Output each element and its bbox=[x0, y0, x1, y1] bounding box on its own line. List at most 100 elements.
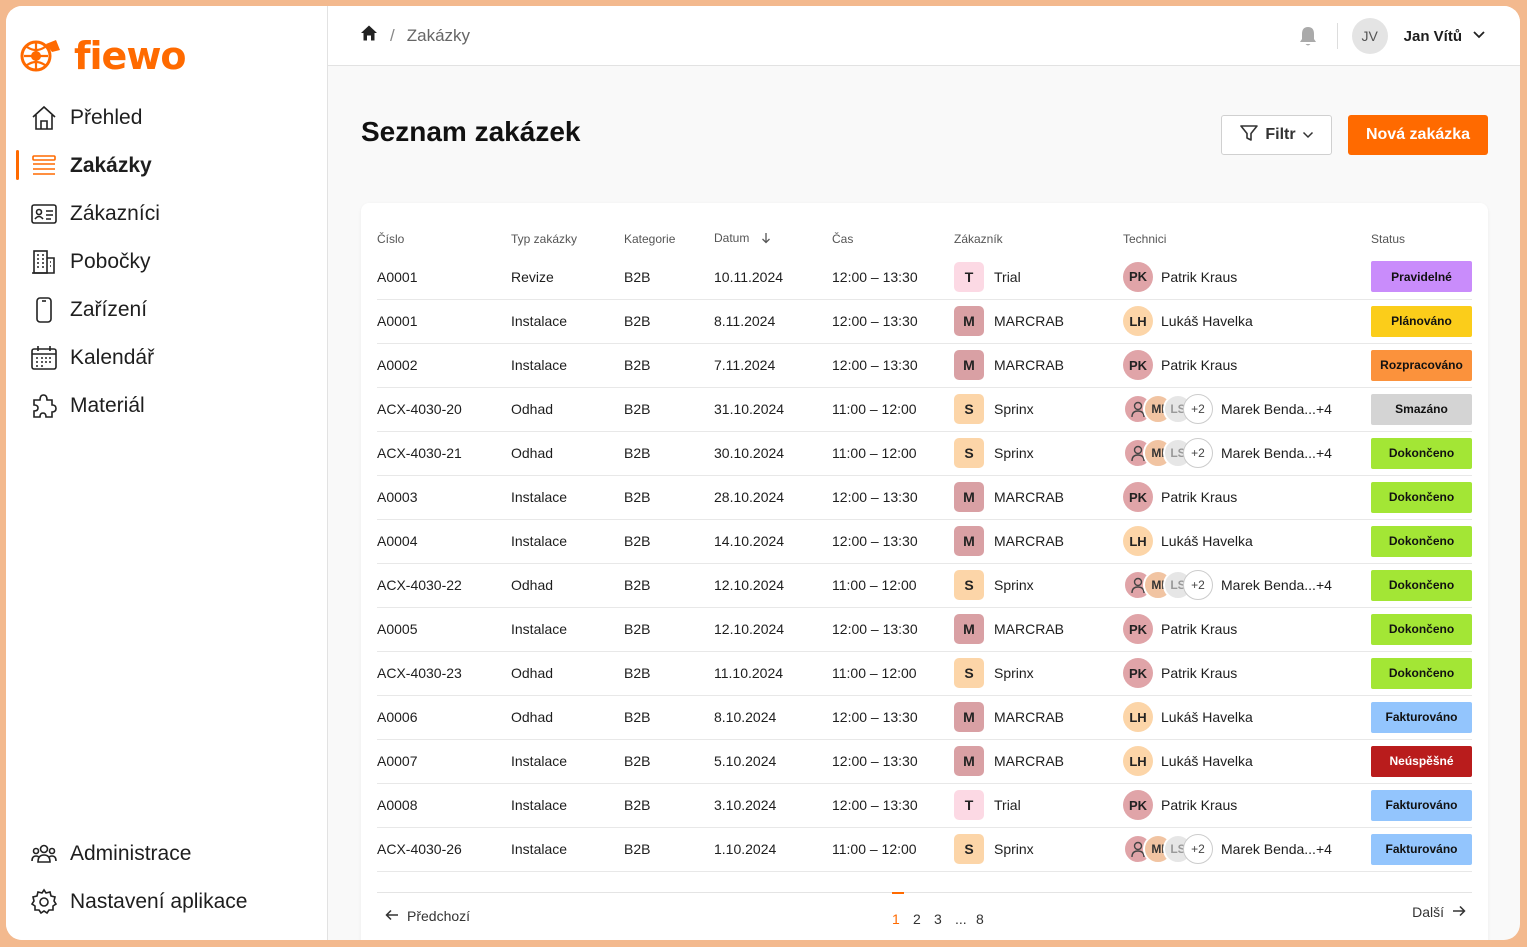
status-badge[interactable]: Rozpracováno bbox=[1371, 349, 1472, 381]
technicians-cell[interactable]: PK Patrik Kraus bbox=[1123, 350, 1371, 380]
table-row[interactable]: ACX-4030-21 Odhad B2B 30.10.2024 11:00 – 12:… bbox=[377, 431, 1472, 476]
table-row[interactable]: A0005 Instalace B2B 12.10.2024 12:00 – 13:30… bbox=[377, 607, 1472, 652]
nav-item-pobocky[interactable]: Pobočky bbox=[16, 238, 316, 286]
col-header-cas[interactable]: Čas bbox=[832, 232, 854, 246]
cell-cislo[interactable]: ACX-4030-20 bbox=[377, 387, 511, 432]
breadcrumb-current[interactable]: Zakázky bbox=[406, 25, 471, 45]
status-badge[interactable]: Dokončeno bbox=[1371, 657, 1472, 689]
technicians-cell[interactable]: MI LS +2 Marek Benda...+4 bbox=[1123, 834, 1371, 864]
nav-item-prehled[interactable]: Přehled bbox=[16, 94, 316, 142]
customer-cell[interactable]: M MARCRAB bbox=[954, 306, 1123, 336]
technicians-cell[interactable]: LH Lukáš Havelka bbox=[1123, 702, 1371, 732]
chevron-down-icon[interactable] bbox=[1472, 27, 1486, 45]
technicians-cell[interactable]: PK Patrik Kraus bbox=[1123, 658, 1371, 688]
customer-cell[interactable]: S Sprinx bbox=[954, 394, 1123, 424]
nav-item-administrace[interactable]: Administrace bbox=[16, 830, 316, 878]
cell-cislo[interactable]: A0003 bbox=[377, 475, 511, 520]
table-row[interactable]: ACX-4030-23 Odhad B2B 11.10.2024 11:00 – 12:… bbox=[377, 651, 1472, 696]
technicians-cell[interactable]: MI LS +2 Marek Benda...+4 bbox=[1123, 570, 1371, 600]
table-row[interactable]: A0001 Revize B2B 10.11.2024 12:00 – 13:30 T Tr… bbox=[377, 255, 1472, 300]
page-link[interactable]: 3 bbox=[934, 911, 942, 927]
user-name[interactable]: Jan Vítů bbox=[1403, 27, 1462, 45]
cell-cislo[interactable]: ACX-4030-26 bbox=[377, 827, 511, 872]
new-order-button[interactable]: Nová zakázka bbox=[1348, 115, 1488, 155]
filter-button[interactable]: Filtr bbox=[1221, 115, 1332, 155]
technicians-cell[interactable]: LH Lukáš Havelka bbox=[1123, 746, 1371, 776]
nav-item-zarizeni[interactable]: Zařízení bbox=[16, 286, 316, 334]
nav-item-zakazky[interactable]: Zakázky bbox=[16, 142, 316, 190]
arrow-down-sort-icon[interactable] bbox=[761, 232, 771, 247]
status-badge[interactable]: Fakturováno bbox=[1371, 701, 1472, 733]
col-header-status[interactable]: Status bbox=[1371, 232, 1406, 246]
logo[interactable]: fiewo bbox=[16, 34, 187, 78]
status-badge[interactable]: Fakturováno bbox=[1371, 833, 1472, 865]
col-header-technici[interactable]: Technici bbox=[1123, 232, 1167, 246]
cell-cislo[interactable]: A0002 bbox=[377, 343, 511, 388]
technicians-cell[interactable]: PK Patrik Kraus bbox=[1123, 614, 1371, 644]
customer-cell[interactable]: M MARCRAB bbox=[954, 482, 1123, 512]
table-row[interactable]: A0006 Odhad B2B 8.10.2024 12:00 – 13:30 M MARC… bbox=[377, 695, 1472, 740]
table-row[interactable]: ACX-4030-20 Odhad B2B 31.10.2024 11:00 – 12:… bbox=[377, 387, 1472, 432]
cell-cislo[interactable]: ACX-4030-21 bbox=[377, 431, 511, 476]
status-badge[interactable]: Dokončeno bbox=[1371, 613, 1472, 645]
cell-cislo[interactable]: ACX-4030-22 bbox=[377, 563, 511, 608]
technicians-cell[interactable]: MI LS +2 Marek Benda...+4 bbox=[1123, 394, 1371, 424]
bell-icon[interactable] bbox=[1293, 21, 1323, 51]
page-link[interactable]: 1 bbox=[892, 911, 900, 927]
cell-cislo[interactable]: A0001 bbox=[377, 255, 511, 300]
customer-cell[interactable]: T Trial bbox=[954, 261, 1123, 292]
status-badge[interactable]: Dokončeno bbox=[1371, 569, 1472, 601]
col-header-kategorie[interactable]: Kategorie bbox=[624, 232, 676, 246]
customer-cell[interactable]: M MARCRAB bbox=[954, 526, 1123, 556]
table-row[interactable]: ACX-4030-22 Odhad B2B 12.10.2024 11:00 – 12:… bbox=[377, 563, 1472, 608]
status-badge[interactable]: Dokončeno bbox=[1371, 437, 1472, 469]
cell-cislo[interactable]: A0005 bbox=[377, 607, 511, 652]
technicians-cell[interactable]: PK Patrik Kraus bbox=[1123, 482, 1371, 512]
customer-cell[interactable]: M MARCRAB bbox=[954, 746, 1123, 776]
status-badge[interactable]: Dokončeno bbox=[1371, 525, 1472, 557]
table-row[interactable]: ACX-4030-26 Instalace B2B 1.10.2024 11:00 – … bbox=[377, 827, 1472, 872]
table-row[interactable]: A0007 Instalace B2B 5.10.2024 12:00 – 13:30 M… bbox=[377, 739, 1472, 784]
page-link[interactable]: 2 bbox=[913, 911, 921, 927]
cell-cislo[interactable]: A0004 bbox=[377, 519, 511, 564]
nav-item-material[interactable]: Materiál bbox=[16, 382, 316, 430]
col-header-cislo[interactable]: Číslo bbox=[377, 232, 405, 246]
nav-item-zakaznici[interactable]: Zákazníci bbox=[16, 190, 316, 238]
table-row[interactable]: A0008 Instalace B2B 3.10.2024 12:00 – 13:30 T… bbox=[377, 783, 1472, 828]
next-page-button[interactable]: Další bbox=[1412, 904, 1466, 920]
customer-cell[interactable]: T Trial bbox=[954, 790, 1123, 820]
customer-cell[interactable]: M MARCRAB bbox=[954, 614, 1123, 644]
nav-item-kalendar[interactable]: Kalendář bbox=[16, 334, 316, 382]
cell-cislo[interactable]: A0007 bbox=[377, 739, 511, 784]
cell-cislo[interactable]: ACX-4030-23 bbox=[377, 651, 511, 696]
status-badge[interactable]: Dokončeno bbox=[1371, 481, 1472, 513]
status-badge[interactable]: Neúspěšné bbox=[1371, 745, 1472, 777]
status-badge[interactable]: Plánováno bbox=[1371, 305, 1472, 337]
col-header-typ[interactable]: Typ zakázky bbox=[511, 232, 578, 246]
customer-cell[interactable]: M MARCRAB bbox=[954, 702, 1123, 732]
technicians-cell[interactable]: LH Lukáš Havelka bbox=[1123, 306, 1371, 336]
cell-cislo[interactable]: A0001 bbox=[377, 299, 511, 344]
prev-page-button[interactable]: Předchozí bbox=[385, 908, 470, 924]
table-row[interactable]: A0001 Instalace B2B 8.11.2024 12:00 – 13:30 M… bbox=[377, 299, 1472, 344]
customer-cell[interactable]: S Sprinx bbox=[954, 834, 1123, 864]
table-row[interactable]: A0003 Instalace B2B 28.10.2024 12:00 – 13:30… bbox=[377, 475, 1472, 520]
customer-cell[interactable]: S Sprinx bbox=[954, 438, 1123, 468]
status-badge[interactable]: Fakturováno bbox=[1371, 789, 1472, 821]
col-header-datum[interactable]: Datum bbox=[714, 223, 832, 255]
user-avatar[interactable]: JV bbox=[1351, 18, 1388, 54]
page-link[interactable]: 8 bbox=[976, 911, 984, 927]
home-icon[interactable] bbox=[360, 24, 378, 47]
status-badge[interactable]: Smazáno bbox=[1371, 393, 1472, 425]
customer-cell[interactable]: S Sprinx bbox=[954, 570, 1123, 600]
customer-cell[interactable]: S Sprinx bbox=[954, 658, 1123, 688]
technicians-cell[interactable]: PK Patrik Kraus bbox=[1123, 261, 1371, 292]
table-row[interactable]: A0004 Instalace B2B 14.10.2024 12:00 – 13:30… bbox=[377, 519, 1472, 564]
nav-item-nastaveni[interactable]: Nastavení aplikace bbox=[16, 878, 316, 926]
table-row[interactable]: A0002 Instalace B2B 7.11.2024 12:00 – 13:30 M… bbox=[377, 343, 1472, 388]
col-header-zakaznik[interactable]: Zákazník bbox=[954, 232, 1003, 246]
cell-cislo[interactable]: A0006 bbox=[377, 695, 511, 740]
technicians-cell[interactable]: MI LS +2 Marek Benda...+4 bbox=[1123, 438, 1371, 468]
cell-cislo[interactable]: A0008 bbox=[377, 783, 511, 828]
technicians-cell[interactable]: LH Lukáš Havelka bbox=[1123, 526, 1371, 556]
